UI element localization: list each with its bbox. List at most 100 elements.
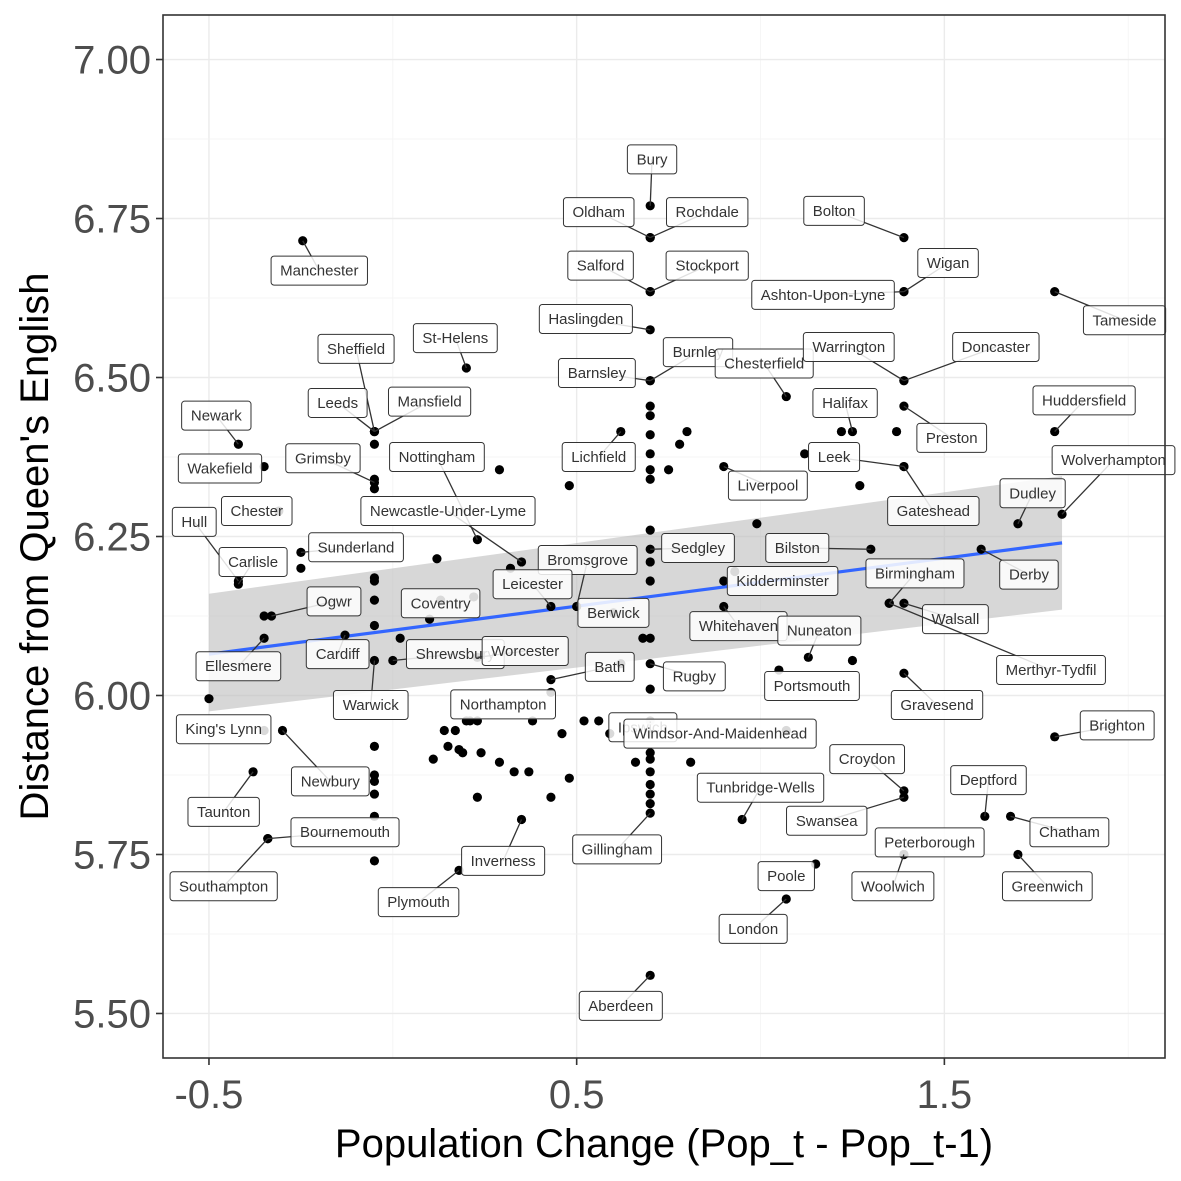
x-tick-label: 1.5 — [917, 1073, 973, 1117]
label-whitehaven: Whitehaven — [689, 606, 788, 642]
data-point — [638, 633, 648, 643]
label-box — [803, 195, 865, 226]
data-point — [645, 401, 655, 411]
x-tick-label: 0.5 — [549, 1073, 605, 1117]
label-box — [1032, 385, 1136, 416]
data-point — [546, 792, 556, 802]
label-box — [751, 279, 895, 310]
label-stockport: Stockport — [649, 250, 749, 293]
data-point — [800, 449, 810, 459]
label-box — [1001, 871, 1093, 902]
label-gateshead: Gateshead — [887, 466, 980, 527]
label-gravesend: Gravesend — [890, 672, 984, 721]
label-box — [777, 615, 862, 646]
label-box — [577, 597, 650, 628]
label-box — [377, 887, 460, 918]
label-box — [812, 387, 878, 418]
city-label: Whitehaven — [699, 618, 778, 635]
label-box — [171, 506, 217, 537]
label-box — [400, 588, 481, 619]
city-label: Lichfield — [571, 449, 626, 466]
label-box — [786, 805, 868, 836]
city-label: Preston — [926, 430, 978, 447]
data-point — [645, 799, 655, 809]
data-point — [524, 767, 534, 777]
city-label: Aberdeen — [588, 998, 653, 1015]
label-gillingham: Gillingham — [572, 812, 663, 865]
label-box — [726, 566, 839, 597]
city-label: Bury — [637, 151, 668, 168]
city-label: King's Lynn — [185, 721, 262, 738]
label-box — [999, 478, 1066, 509]
data-point — [369, 484, 380, 494]
label-manchester: Manchester — [270, 240, 368, 286]
y-tick-label: 5.75 — [73, 833, 151, 877]
city-label: Ashton-Upon-Lyne — [761, 287, 886, 304]
city-label: Plymouth — [387, 894, 450, 911]
data-point — [645, 754, 655, 764]
city-label: Swansea — [796, 813, 858, 830]
city-label: Ogwr — [316, 593, 352, 610]
data-point — [752, 519, 762, 529]
data-point — [204, 694, 214, 704]
data-point — [682, 426, 692, 437]
city-label: Sunderland — [318, 539, 395, 556]
label-windsor-and-maidenhead: Windsor-And-Maidenhead — [623, 718, 817, 749]
city-label: Northampton — [460, 696, 547, 713]
city-label: Bolton — [813, 203, 856, 220]
city-label: Tunbridge-Wells — [706, 780, 814, 797]
label-box — [360, 496, 536, 527]
data-point — [564, 773, 574, 783]
city-label: Taunton — [197, 804, 250, 821]
label-haslingden: Haslingden — [538, 303, 651, 334]
label-box — [317, 333, 395, 364]
label-coventry: Coventry — [400, 588, 481, 619]
label-box — [567, 250, 634, 281]
city-label: Bilston — [775, 540, 820, 557]
city-label: Gravesend — [900, 697, 973, 714]
city-label: Liverpool — [737, 478, 798, 495]
label-box — [765, 532, 830, 563]
city-label: St-Helens — [422, 330, 488, 347]
axes-layer: -0.5 0.5 1.5 5.50 5.75 6.00 6.25 6.50 6.75 7.00 — [73, 39, 972, 1117]
label-box — [874, 827, 985, 858]
city-label: Halifax — [822, 395, 868, 412]
label-box — [829, 744, 906, 775]
label-inverness: Inverness — [461, 819, 546, 876]
city-label: Portsmouth — [774, 678, 851, 695]
label-leek: Leek — [808, 442, 905, 473]
label-sedgley: Sedgley — [650, 532, 735, 563]
city-label: Woolwich — [861, 878, 925, 895]
data-point — [428, 754, 438, 764]
city-label: Leeds — [317, 395, 358, 412]
label-carlisle: Carlisle — [218, 546, 288, 585]
data-point — [296, 563, 306, 573]
city-label: Tameside — [1092, 312, 1156, 329]
city-label: Croydon — [839, 751, 896, 768]
city-label: Carlisle — [228, 554, 278, 571]
y-tick-label: 6.50 — [73, 357, 151, 401]
label-doncaster: Doncaster — [903, 331, 1040, 382]
data-point — [645, 748, 655, 758]
data-point-kidderminster — [719, 576, 729, 586]
data-point — [369, 595, 380, 605]
label-ellesmere: Ellesmere — [195, 637, 282, 682]
city-label: Warwick — [343, 697, 400, 714]
data-point — [645, 684, 655, 694]
city-label: Chesterfield — [724, 356, 804, 373]
data-point — [458, 748, 468, 758]
label-bath: Bath — [550, 651, 635, 682]
data-point — [675, 439, 685, 449]
label-box — [1051, 445, 1176, 476]
data-point — [369, 741, 380, 751]
label-box — [195, 651, 282, 682]
city-label: Doncaster — [962, 339, 1030, 356]
city-label: Inverness — [471, 853, 536, 870]
label-box — [802, 331, 895, 362]
data-point — [472, 792, 482, 802]
city-label: Burnley — [673, 344, 724, 361]
label-deptford: Deptford — [950, 765, 1027, 817]
city-label: Salford — [577, 258, 625, 275]
label-sunderland: Sunderland — [300, 532, 404, 563]
label-box — [578, 990, 663, 1021]
